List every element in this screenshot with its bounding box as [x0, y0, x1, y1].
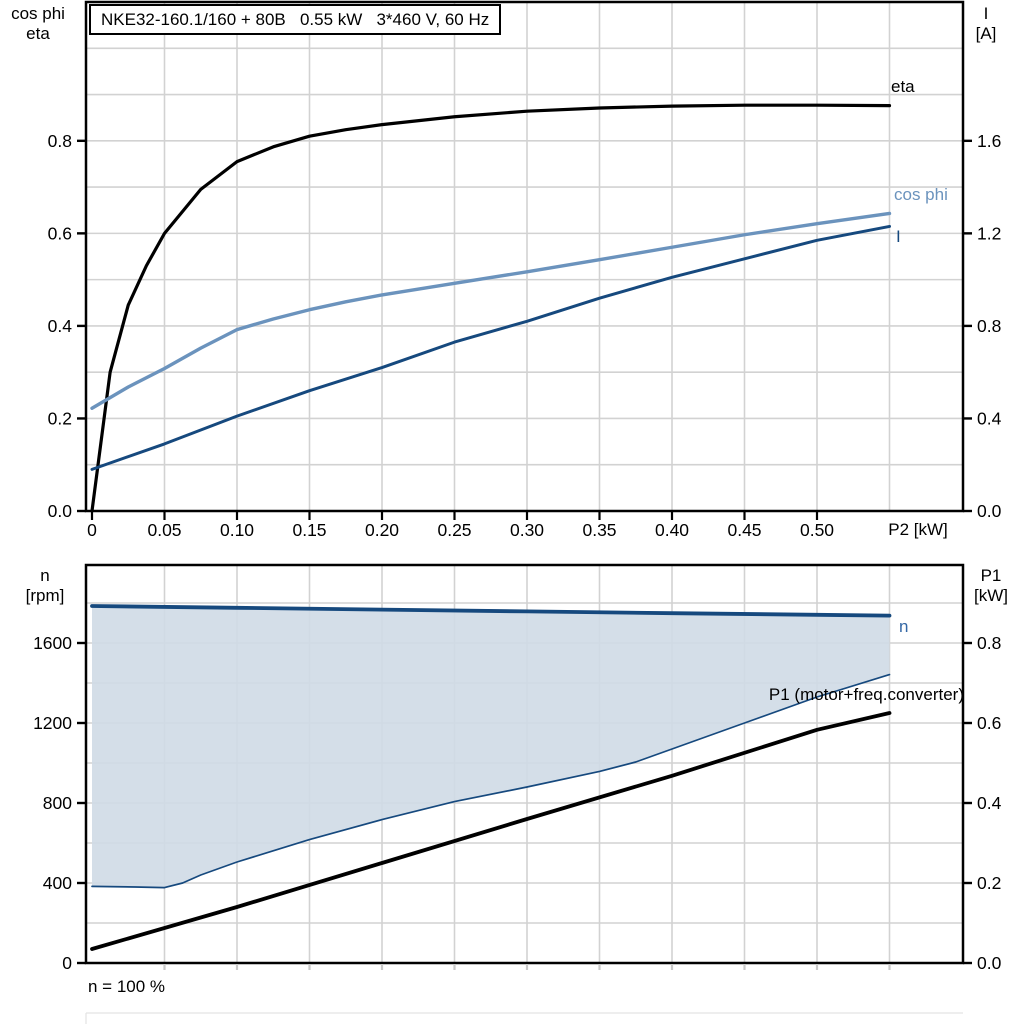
- y-right-tick-label: 0.4: [977, 793, 1002, 813]
- x-tick-label: 0.45: [727, 520, 761, 540]
- x-tick-label: 0.05: [147, 520, 181, 540]
- series-n-min: [91, 673, 891, 889]
- y-left-tick-label: 0.0: [48, 501, 73, 521]
- y-left-tick-label: 0.6: [48, 223, 72, 243]
- chart-title-box: NKE32-160.1/160 + 80B 0.55 kW 3*460 V, 6…: [89, 4, 502, 35]
- x-tick-label: 0.15: [292, 520, 326, 540]
- y-left-tick-label: 0: [62, 953, 72, 973]
- p1-axis-unit: [kW]: [974, 586, 1008, 605]
- x-tick-label: 0: [87, 520, 97, 540]
- panel-performance-curves: 0 0.05 0.10 0.15 0.20 0.25 0.30 0.35 0.40 0.45 0.5…: [48, 0, 1002, 540]
- y-left-tick-label: 0.8: [48, 131, 72, 151]
- p1-axis-label: P1: [980, 566, 1002, 585]
- series-cos-phi: [90, 211, 892, 410]
- plot-border: [84, 0, 965, 513]
- eta-axis-label: eta: [26, 24, 50, 43]
- y-left-tick-label: 0.2: [48, 408, 72, 428]
- y-right-tick-label: 0.0: [977, 953, 1002, 973]
- series-eta: [90, 103, 892, 513]
- bottom-left-axis-title: n [rpm]: [10, 566, 80, 606]
- x-axis-label: P2 [kW]: [888, 520, 948, 539]
- x-tick-label: 0.50: [800, 520, 834, 540]
- y-right-tick-label: 0.2: [977, 873, 1001, 893]
- speed-axis-unit: [rpm]: [25, 586, 65, 605]
- y-left-tick-label: 1200: [33, 713, 72, 733]
- current-curve-label: I: [896, 227, 901, 246]
- series-p1-motor-freq-converter-: [90, 711, 892, 951]
- x-tick-label: 0.40: [655, 520, 689, 540]
- y-right-tick-label: 0.0: [977, 501, 1002, 521]
- top-right-axis-title: I [A]: [960, 4, 1012, 44]
- series-n: [90, 604, 892, 618]
- y-left-tick-label: 1600: [33, 633, 72, 653]
- y-right-tick-label: 0.8: [977, 633, 1001, 653]
- chart-title: NKE32-160.1/160 + 80B 0.55 kW 3*460 V, 6…: [101, 10, 490, 29]
- x-tick-label: 0.35: [582, 520, 616, 540]
- y-right-tick-label: 1.6: [977, 131, 1001, 151]
- y-left-tick-label: 400: [43, 873, 72, 893]
- eta-curve-label: eta: [891, 77, 915, 96]
- series-i: [90, 224, 891, 471]
- y-left-tick-label: 0.4: [48, 316, 73, 336]
- speed-range-area: [92, 606, 890, 888]
- p1-curve-label: P1 (motor+freq.converter): [768, 685, 964, 704]
- speed-curve-label: n: [899, 617, 909, 636]
- top-left-axis-title: cos phi eta: [3, 4, 73, 44]
- y-right-tick-label: 0.6: [977, 713, 1001, 733]
- cos-phi-axis-label: cos phi: [11, 4, 65, 23]
- x-tick-label: 0.30: [510, 520, 544, 540]
- y-right-tick-label: 0.4: [977, 408, 1002, 428]
- y-right-tick-label: 1.2: [977, 223, 1001, 243]
- y-left-tick-label: 800: [43, 793, 72, 813]
- speed-footnote: n = 100 %: [88, 977, 166, 996]
- bottom-right-axis-title: P1 [kW]: [962, 566, 1020, 606]
- x-tick-label: 0.25: [437, 520, 471, 540]
- current-axis-label: I: [983, 4, 989, 23]
- cos-phi-curve-label: cos phi: [894, 185, 948, 204]
- y-right-tick-label: 0.8: [977, 316, 1001, 336]
- x-tick-label: 0.20: [365, 520, 399, 540]
- panel-speed-and-power: 0 400 800 1200 1600 0.0 0.2 0.4 0.6 0.8: [33, 563, 1002, 973]
- speed-axis-label: n: [40, 566, 50, 585]
- x-tick-label: 0.10: [220, 520, 254, 540]
- plot-border: [84, 563, 965, 965]
- current-axis-unit: [A]: [975, 24, 997, 43]
